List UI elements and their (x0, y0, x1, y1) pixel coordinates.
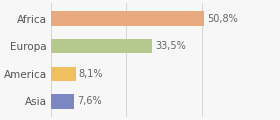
Text: 7,6%: 7,6% (77, 96, 102, 106)
Bar (52, 67, 76, 81)
Text: 33,5%: 33,5% (155, 41, 186, 51)
Text: 50,8%: 50,8% (207, 14, 238, 24)
Bar (52, 12, 204, 26)
Bar (52, 39, 152, 53)
Text: 8,1%: 8,1% (79, 69, 103, 79)
Bar (52, 94, 74, 108)
